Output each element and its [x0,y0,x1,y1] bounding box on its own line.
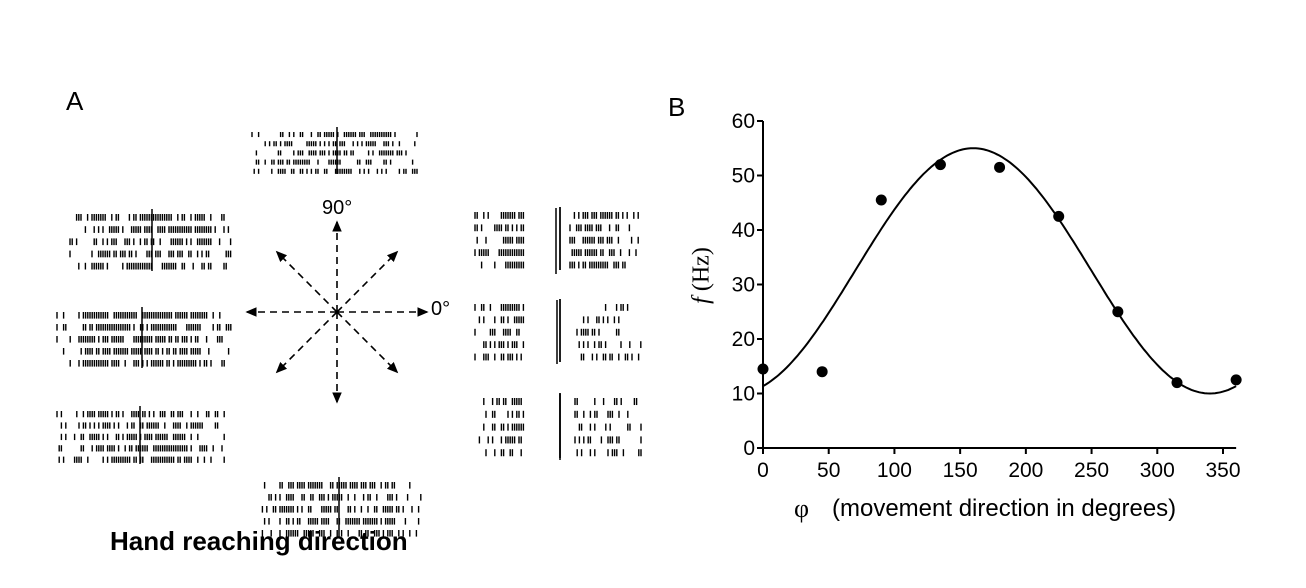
data-point [1171,377,1183,389]
spike-raster [559,207,639,270]
x-tick-label: 50 [817,459,840,482]
y-axis-title: f (Hz) [689,236,716,316]
spike-raster [69,209,232,271]
x-tick-label: 300 [1140,459,1175,482]
x-axis-label: (movement direction in degrees) [832,495,1177,522]
y-axis-label: (Hz) [688,247,715,292]
spike-raster [56,406,225,464]
y-tick-label: 60 [732,110,755,133]
data-point [875,194,887,206]
spike-raster [251,127,418,174]
y-tick-label: 20 [732,328,755,351]
data-point [757,363,769,375]
data-point [934,159,946,171]
x-tick-label: 100 [877,459,912,482]
y-tick-label: 0 [743,437,755,460]
panel-a-raster-figure [56,127,642,538]
x-tick-label: 350 [1205,459,1240,482]
direction-arrow-135 [275,250,338,313]
y-tick-label: 50 [732,165,755,188]
panel-a-caption: Hand reaching direction [110,526,408,556]
spike-raster [56,307,232,368]
spike-raster [261,477,422,538]
spike-raster [478,393,561,458]
direction-arrow-315 [336,311,399,374]
y-tick-label: 10 [732,383,755,406]
x-tick-label: 200 [1008,459,1043,482]
data-point [1053,210,1065,222]
angle-0-label: 0° [431,298,451,320]
data-point [994,161,1006,173]
y-tick-label: 40 [732,219,755,242]
panel-b-label: B [668,92,686,122]
data-point [1230,374,1242,386]
x-tick-label: 150 [943,459,978,482]
y-tick-label: 30 [732,274,755,297]
x-axis-symbol: φ [794,494,810,523]
direction-arrow-45 [336,250,399,313]
panel-a-label: A [66,86,84,116]
x-tick-label: 250 [1074,459,1109,482]
data-point [1112,306,1124,318]
x-tick-label: 0 [757,459,769,482]
spike-raster [559,299,642,362]
cosine-fit-line [762,147,1237,395]
angle-90-label: 90° [322,197,353,219]
data-point [816,366,828,378]
direction-arrow-225 [275,311,338,374]
y-axis-symbol: f [688,297,715,304]
